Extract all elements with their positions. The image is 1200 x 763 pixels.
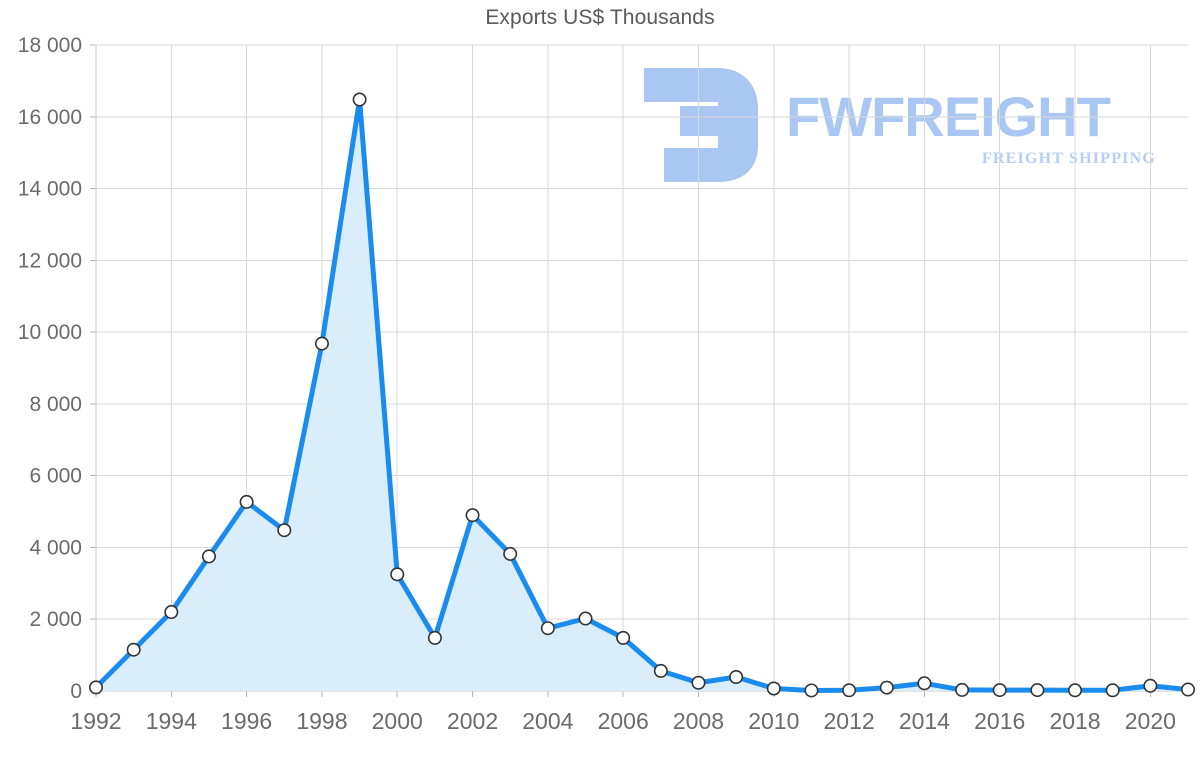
y-axis-tick-label: 18 000 [18,34,82,57]
x-axis-tick-label: 1992 [70,708,121,734]
x-axis-tick-label: 2006 [598,708,649,734]
x-axis-tick-label: 2000 [372,708,423,734]
y-axis-tick-label: 16 000 [18,106,82,129]
x-axis-tick-label: 1998 [296,708,347,734]
data-point-marker[interactable] [879,680,894,695]
data-point-marker[interactable] [992,683,1007,698]
data-point-marker[interactable] [766,681,781,696]
x-axis-tick-label: 2002 [447,708,498,734]
y-axis-tick-label: 0 [70,680,82,703]
x-axis-tick-label: 2020 [1125,708,1176,734]
data-point-marker[interactable] [126,642,141,657]
data-point-marker[interactable] [842,683,857,698]
data-point-marker[interactable] [616,630,631,645]
x-axis-labels: 1992 1994 1996 1998 2000 2002 2004 2006 2008 2010… [70,708,1176,734]
data-point-marker[interactable] [314,336,329,351]
data-point-marker[interactable] [390,567,405,582]
data-point-marker[interactable] [239,494,254,509]
x-axis-tick-label: 2008 [673,708,724,734]
data-point-marker[interactable] [1105,683,1120,698]
data-point-marker[interactable] [1181,682,1196,697]
data-point-marker[interactable] [1030,683,1045,698]
y-axis-tick-label: 8 000 [29,393,82,416]
y-axis-tick-label: 2 000 [29,608,82,631]
x-axis-tick-label: 1996 [221,708,272,734]
y-axis-tick-label: 4 000 [29,536,82,559]
x-axis-tick-label: 2010 [748,708,799,734]
y-axis-tick-label: 10 000 [18,321,82,344]
x-axis-tick-label: 2016 [974,708,1025,734]
x-axis-tick-label: 2014 [899,708,950,734]
data-point-marker[interactable] [1068,683,1083,698]
data-point-marker[interactable] [917,676,932,691]
x-axis-tick-label: 2018 [1049,708,1100,734]
data-markers[interactable] [89,92,1196,698]
y-axis-labels: 0 2 000 4 000 6 000 8 000 10 000 12 000 14 000 1… [18,34,82,703]
data-point-marker[interactable] [691,675,706,690]
y-axis-tick-label: 14 000 [18,178,82,201]
y-axis-tick-label: 6 000 [29,465,82,488]
y-axis-tick-label: 12 000 [18,249,82,272]
data-point-marker[interactable] [427,630,442,645]
data-point-marker[interactable] [503,546,518,561]
data-point-marker[interactable] [201,549,216,564]
data-point-marker[interactable] [804,683,819,698]
data-point-marker[interactable] [89,680,104,695]
data-point-marker[interactable] [1143,678,1158,693]
chart-title: Exports US$ Thousands [485,6,715,29]
data-point-marker[interactable] [540,621,555,636]
data-point-marker[interactable] [465,508,480,523]
x-axis-tick-label: 2004 [522,708,573,734]
data-point-marker[interactable] [352,92,367,107]
data-point-marker[interactable] [164,605,179,620]
data-point-marker[interactable] [955,682,970,697]
data-point-marker[interactable] [729,669,744,684]
data-point-marker[interactable] [653,663,668,678]
x-axis-tick-label: 2012 [824,708,875,734]
data-point-marker[interactable] [578,611,593,626]
data-point-marker[interactable] [277,523,292,538]
x-axis-tick-label: 1994 [146,708,197,734]
